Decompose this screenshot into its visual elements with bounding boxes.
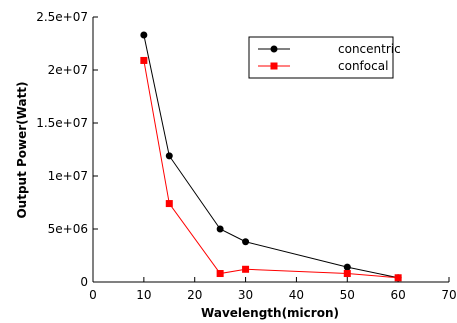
legend-box: [248, 36, 394, 79]
data-point: [140, 31, 148, 39]
y-axis-title: Output Power(Watt): [15, 81, 29, 218]
series-line-concentric: [143, 34, 399, 279]
series-confocal: [140, 56, 402, 282]
data-point: [242, 265, 250, 273]
legend-label: confocal: [338, 59, 388, 73]
data-point: [140, 56, 148, 64]
legend-marker: [270, 45, 278, 53]
y-tick-label: 0: [80, 275, 88, 289]
series-layer: [140, 31, 402, 282]
x-tick-label: 40: [289, 288, 304, 302]
data-point: [343, 270, 351, 278]
y-tick-label: 1.5e+07: [36, 116, 88, 130]
legend-item-concentric: concentric: [258, 42, 401, 56]
x-tick-label: 20: [187, 288, 202, 302]
y-tick-label: 2e+07: [48, 63, 88, 77]
data-point: [242, 238, 250, 246]
x-axis-title: Wavelength(micron): [201, 306, 339, 320]
x-tick-label: 0: [89, 288, 97, 302]
y-tick-label: 2.5e+07: [36, 10, 88, 24]
x-tick-label: 70: [441, 288, 456, 302]
y-tick-label: 5e+06: [48, 222, 88, 236]
legend-marker: [270, 62, 278, 70]
y-axis-ticks: 0 5e+06 1e+07 1.5e+07 2e+07 2.5e+07: [36, 10, 98, 289]
data-point: [165, 152, 173, 160]
data-point: [343, 263, 351, 271]
y-tick-label: 1e+07: [48, 169, 88, 183]
series-line-confocal: [143, 60, 399, 279]
axes: [92, 17, 449, 283]
x-axis-ticks: 0 10 20 30 40 50 60 70: [89, 277, 457, 302]
x-tick-label: 60: [391, 288, 406, 302]
data-point: [165, 200, 173, 208]
data-point: [216, 270, 224, 278]
legend: concentric confocal: [248, 36, 401, 79]
legend-label: concentric: [338, 42, 401, 56]
data-point: [216, 225, 224, 233]
x-tick-label: 50: [340, 288, 355, 302]
legend-item-confocal: confocal: [258, 59, 388, 73]
x-tick-label: 30: [238, 288, 253, 302]
x-tick-label: 10: [136, 288, 151, 302]
data-point: [394, 274, 402, 282]
